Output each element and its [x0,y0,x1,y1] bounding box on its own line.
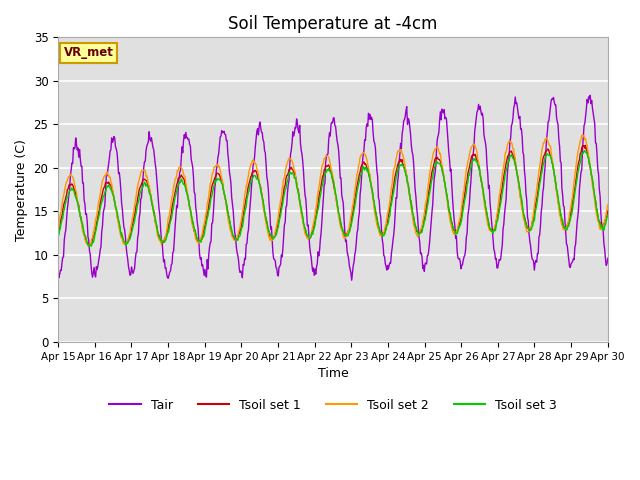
Tair [348,277,355,283]
Tair [54,268,62,274]
Tsoil set 1 [122,241,129,247]
Tsoil set 2 [64,175,72,181]
Title: Soil Temperature at -4cm: Soil Temperature at -4cm [228,15,438,33]
Tsoil set 3 [64,194,72,200]
Tsoil set 3 [207,200,214,206]
Tsoil set 3 [177,176,185,182]
Tsoil set 2 [578,132,586,138]
Tsoil set 1 [604,208,612,214]
Tsoil set 2 [85,244,93,250]
Line: Tsoil set 3: Tsoil set 3 [58,151,608,246]
Tsoil set 1 [85,243,93,249]
X-axis label: Time: Time [317,367,348,380]
Tsoil set 3 [417,229,424,235]
Tsoil set 1 [207,194,214,200]
Tair [401,117,408,122]
Tair [177,168,184,174]
Tsoil set 2 [54,228,62,233]
Tsoil set 2 [604,202,612,207]
Tsoil set 2 [401,159,408,165]
Line: Tair: Tair [58,96,608,280]
Tsoil set 3 [604,212,612,218]
Tair [205,244,213,250]
Tsoil set 3 [85,243,93,249]
Tair [604,255,612,261]
Tsoil set 1 [64,186,72,192]
Tsoil set 1 [401,165,408,171]
Tsoil set 2 [207,181,214,187]
Legend: Tair, Tsoil set 1, Tsoil set 2, Tsoil set 3: Tair, Tsoil set 1, Tsoil set 2, Tsoil se… [104,394,561,417]
Line: Tsoil set 2: Tsoil set 2 [58,135,608,247]
Tsoil set 1 [582,143,589,148]
Tair [586,93,594,98]
Tsoil set 2 [122,241,129,247]
Tsoil set 3 [401,166,408,172]
Tsoil set 3 [580,148,588,154]
Tair [64,200,72,206]
Tsoil set 2 [177,165,185,170]
Tair [121,227,129,233]
Tsoil set 1 [54,233,62,239]
Tsoil set 3 [54,233,62,239]
Tair [417,251,424,257]
Tsoil set 2 [417,226,424,232]
Y-axis label: Temperature (C): Temperature (C) [15,139,28,240]
Tsoil set 1 [417,230,424,236]
Text: VR_met: VR_met [63,47,113,60]
Tsoil set 1 [177,172,185,178]
Tsoil set 3 [122,240,129,246]
Line: Tsoil set 1: Tsoil set 1 [58,145,608,246]
